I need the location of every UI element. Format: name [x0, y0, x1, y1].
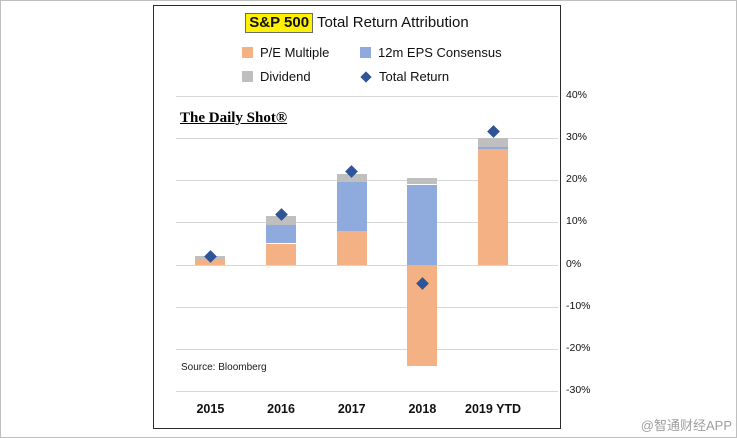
x-axis-labels: 2015 2016 2017 2018 2019 YTD — [176, 402, 558, 422]
chart-title-highlight: S&P 500 — [245, 13, 314, 33]
chart-panel: S&P 500 Total Return Attribution P/E Mul… — [153, 5, 561, 429]
y-tick-label: 20% — [566, 173, 588, 186]
total-return-marker — [486, 125, 500, 139]
square-swatch-icon — [242, 47, 253, 58]
gridline — [176, 348, 558, 350]
y-axis-labels: 40% 30% 20% 10% 0% -10% -20% -30% — [566, 89, 611, 396]
x-axis-label: 2016 — [267, 402, 295, 416]
gridline — [176, 138, 558, 140]
plot-area — [176, 96, 558, 392]
source-note: Source: Bloomberg — [181, 362, 267, 373]
legend-item-dividend: Dividend — [242, 69, 360, 84]
diamond-marker-icon — [360, 70, 372, 83]
square-swatch-icon — [242, 71, 253, 82]
bar-segment — [336, 173, 367, 183]
x-axis-label: 2018 — [408, 402, 437, 416]
y-tick-label: 40% — [566, 89, 588, 101]
y-tick-label: -10% — [566, 299, 591, 312]
chart-title-rest: Total Return Attribution — [313, 14, 469, 31]
legend-label: Total Return — [379, 69, 450, 84]
gridline — [176, 391, 558, 392]
legend-item-p-e-multiple: P/E Multiple — [242, 45, 360, 60]
legend: P/E Multiple 12m EPS Consensus Dividend Tot… — [242, 45, 502, 84]
gridline — [176, 222, 558, 224]
bar-segment — [478, 148, 509, 265]
square-swatch-icon — [360, 47, 371, 58]
daily-shot-watermark: The Daily Shot® — [180, 110, 288, 126]
bar-segment — [478, 146, 509, 149]
chart-title: S&P 500 Total Return Attribution — [154, 13, 560, 33]
bar-segment — [266, 224, 297, 244]
gridline — [176, 180, 558, 182]
legend-label: P/E Multiple — [260, 45, 330, 60]
corner-watermark: @智通财经APP — [640, 418, 732, 433]
bar-segment — [336, 230, 367, 265]
x-axis-label: 2019 YTD — [465, 402, 522, 416]
x-axis-label: 2017 — [337, 402, 366, 416]
bar-segment — [407, 184, 438, 265]
gridline — [176, 306, 558, 308]
y-tick-label: 10% — [566, 215, 588, 228]
bar-segment — [407, 178, 438, 185]
bar-segment — [336, 182, 367, 231]
x-axis-label: 2015 — [196, 402, 225, 416]
legend-item-total-return: Total Return — [360, 69, 502, 84]
y-tick-label: -20% — [566, 341, 591, 354]
gridline — [176, 264, 558, 266]
bar-segment — [266, 243, 297, 265]
y-tick-label: 30% — [566, 131, 588, 144]
legend-item-12m-eps-consensus: 12m EPS Consensus — [360, 45, 502, 60]
gridline — [176, 96, 558, 97]
legend-label: 12m EPS Consensus — [378, 45, 502, 60]
legend-label: Dividend — [260, 69, 311, 84]
y-tick-label: 0% — [566, 257, 582, 270]
bar-segment — [478, 138, 509, 147]
y-tick-label: -30% — [566, 384, 591, 396]
